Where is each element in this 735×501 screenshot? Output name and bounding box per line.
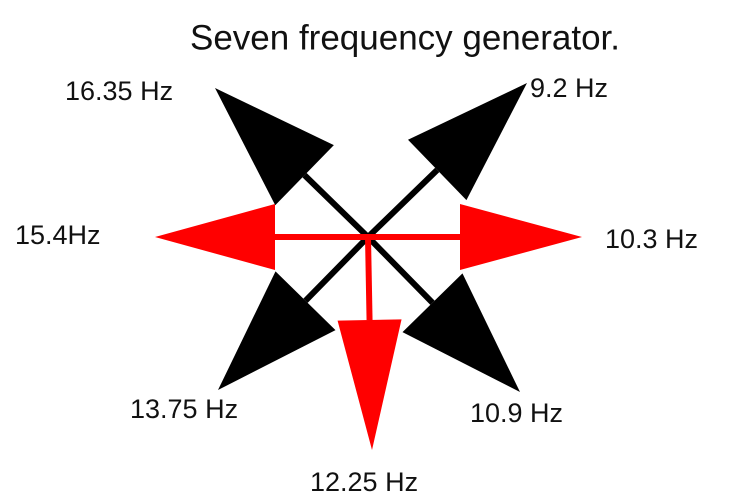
- arrow-head: [407, 83, 527, 201]
- arrow-upper-right: [365, 83, 527, 240]
- label-left: 15.4Hz: [15, 220, 101, 250]
- arrow-head: [337, 319, 402, 450]
- label-lower-left: 13.75 Hz: [130, 394, 238, 424]
- label-upper-left: 16.35 Hz: [65, 76, 173, 106]
- arrow-head: [215, 88, 334, 206]
- arrow-head: [218, 271, 336, 390]
- label-lower-right: 10.9 Hz: [470, 398, 563, 428]
- arrow-head: [402, 273, 520, 392]
- arrow-shaft: [365, 236, 373, 321]
- arrow-head: [155, 204, 275, 270]
- label-bottom: 12.25 Hz: [310, 467, 418, 497]
- arrow-upper-left: [215, 88, 371, 240]
- arrow-shaft: [302, 173, 371, 240]
- arrow-left: [155, 204, 368, 270]
- title: Seven frequency generator.: [190, 18, 620, 57]
- arrow-down: [337, 236, 402, 450]
- arrow-shaft: [365, 234, 435, 305]
- arrows: [155, 83, 582, 450]
- arrow-right: [368, 204, 582, 270]
- arrow-shaft: [303, 234, 371, 303]
- label-right: 10.3 Hz: [605, 224, 698, 254]
- arrow-lower-right: [365, 234, 520, 392]
- arrow-head: [460, 204, 582, 270]
- label-upper-right: 9.2 Hz: [530, 73, 608, 103]
- arrow-lower-left: [218, 234, 371, 390]
- arrow-shaft: [365, 167, 440, 240]
